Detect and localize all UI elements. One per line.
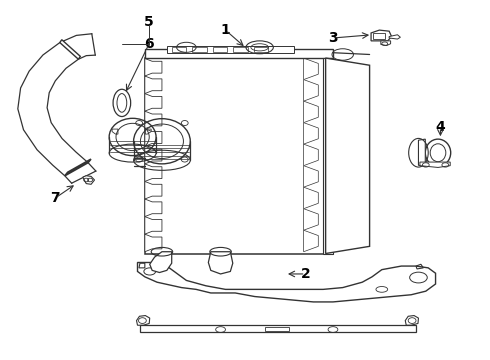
Polygon shape: [304, 123, 318, 144]
Polygon shape: [145, 181, 162, 199]
Polygon shape: [145, 76, 162, 94]
Polygon shape: [145, 199, 162, 217]
Bar: [328, 93, 355, 113]
Polygon shape: [304, 101, 318, 123]
Polygon shape: [381, 41, 391, 45]
Polygon shape: [371, 30, 392, 41]
Polygon shape: [304, 187, 318, 209]
Polygon shape: [420, 162, 450, 167]
Polygon shape: [208, 252, 233, 274]
Polygon shape: [304, 58, 318, 80]
Bar: [328, 228, 355, 248]
Bar: [192, 46, 207, 51]
Polygon shape: [83, 176, 95, 184]
Polygon shape: [145, 94, 162, 111]
Polygon shape: [145, 217, 162, 234]
Polygon shape: [138, 262, 436, 302]
Polygon shape: [389, 35, 400, 39]
Bar: [167, 45, 294, 53]
Bar: [373, 33, 385, 39]
Polygon shape: [60, 40, 80, 59]
Bar: [254, 46, 269, 51]
Polygon shape: [304, 230, 318, 252]
Bar: [328, 161, 355, 180]
Bar: [328, 138, 355, 158]
Bar: [265, 327, 289, 331]
Polygon shape: [304, 209, 318, 230]
Bar: [145, 58, 333, 253]
Text: 7: 7: [50, 191, 60, 205]
Text: 1: 1: [220, 23, 230, 37]
Polygon shape: [145, 49, 333, 58]
Text: 5: 5: [144, 15, 154, 29]
Polygon shape: [145, 58, 162, 76]
Polygon shape: [145, 164, 162, 181]
Bar: [328, 183, 355, 203]
Polygon shape: [65, 159, 91, 176]
Text: 2: 2: [301, 267, 311, 281]
Polygon shape: [150, 252, 172, 273]
Text: 6: 6: [144, 37, 153, 51]
Polygon shape: [140, 325, 416, 332]
Text: 4: 4: [436, 120, 445, 134]
Bar: [328, 70, 355, 90]
Bar: [172, 46, 186, 51]
Bar: [323, 58, 333, 253]
Polygon shape: [304, 166, 318, 187]
Polygon shape: [145, 234, 162, 252]
Polygon shape: [326, 58, 369, 253]
Bar: [233, 46, 248, 51]
Polygon shape: [304, 144, 318, 166]
Bar: [328, 116, 355, 135]
Polygon shape: [145, 111, 162, 129]
Polygon shape: [418, 139, 425, 166]
Polygon shape: [145, 146, 162, 164]
Polygon shape: [137, 316, 150, 325]
Polygon shape: [304, 80, 318, 101]
Text: 3: 3: [328, 31, 338, 45]
Bar: [328, 206, 355, 226]
Polygon shape: [145, 129, 162, 146]
Polygon shape: [405, 316, 418, 325]
Bar: [213, 46, 227, 51]
